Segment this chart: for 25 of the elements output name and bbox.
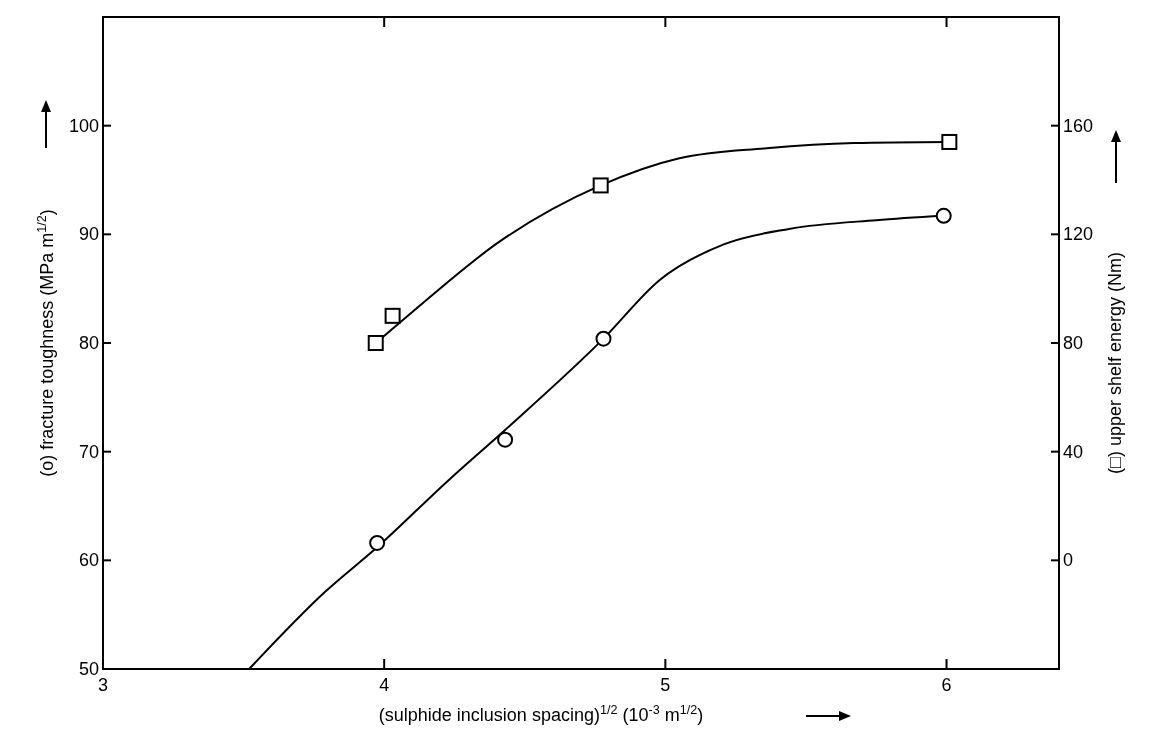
y-tick-label: 70: [78, 441, 99, 462]
point: [935, 207, 952, 224]
y-tick-label: 80: [78, 333, 99, 353]
x-axis-title: (sulphide inclusion spacing)$^{1/2}$ (10$^{-3}$ m$^{1/2}$): [378, 703, 704, 725]
y-tick-label: 50: [78, 659, 99, 679]
point: [497, 431, 514, 448]
point: [595, 330, 612, 347]
y2-tick-label: 40: [1063, 441, 1084, 462]
y-tick-label: 90: [78, 224, 99, 245]
y2-tick-label: 120: [1063, 224, 1094, 245]
y2-tick-label: 80: [1063, 333, 1084, 353]
point: [592, 177, 609, 194]
y-tick-label: 100: [68, 115, 99, 136]
x-tick-label: 5: [660, 675, 671, 695]
y-tick-label: 60: [78, 550, 99, 571]
x-tick-label: 3: [97, 675, 109, 695]
point: [367, 335, 384, 351]
point: [369, 534, 386, 551]
x-tick-label: 6: [941, 675, 952, 695]
point: [384, 307, 401, 324]
y2-tick-label: 160: [1063, 115, 1094, 136]
y2-tick-label: 0: [1063, 550, 1074, 571]
x-tick-label: 4: [379, 675, 390, 695]
y2-axis-title: (□) upper shelf energy (Nm): [1105, 252, 1125, 474]
point: [941, 133, 958, 150]
